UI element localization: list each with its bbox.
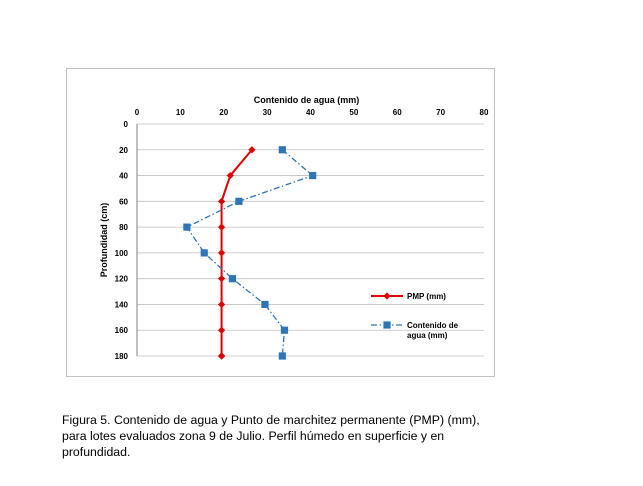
data-point-marker bbox=[217, 275, 226, 283]
caption-line: Figura 5. Contenido de agua y Punto de m… bbox=[62, 413, 480, 427]
data-point-marker bbox=[217, 249, 226, 257]
x-tick-label: 70 bbox=[436, 108, 445, 117]
y-tick-label: 100 bbox=[115, 249, 129, 258]
y-axis-title: Profundidad (cm) bbox=[99, 203, 109, 278]
y-tick-label: 20 bbox=[119, 146, 128, 155]
data-point-marker bbox=[217, 300, 226, 309]
data-point-marker bbox=[278, 146, 286, 154]
y-tick-label: 40 bbox=[119, 172, 128, 181]
chart-svg: 0 10 20 30 40 50 60 70 80 0 20 40 60 80 100 120 140 160 18… bbox=[99, 95, 489, 361]
data-point-marker bbox=[278, 352, 286, 360]
y-tick-label: 160 bbox=[115, 326, 129, 335]
data-point-marker bbox=[235, 197, 243, 205]
legend-label-pmp: PMP (mm) bbox=[407, 292, 446, 301]
legend-marker-pmp bbox=[383, 292, 391, 300]
x-axis-title: Contenido de agua (mm) bbox=[254, 95, 360, 105]
data-point-marker bbox=[309, 171, 317, 180]
y-tick-label: 120 bbox=[115, 275, 129, 284]
data-point-marker bbox=[217, 352, 226, 360]
data-point-marker bbox=[217, 223, 226, 231]
y-tick-label: 0 bbox=[124, 120, 129, 129]
x-tick-label: 0 bbox=[135, 108, 140, 117]
y-tick-label: 180 bbox=[115, 352, 129, 361]
x-tick-label: 80 bbox=[480, 108, 489, 117]
y-tick-label: 80 bbox=[119, 223, 128, 232]
y-tick-label: 60 bbox=[119, 197, 128, 206]
caption-line: para lotes evaluados zona 9 de Julio. Pe… bbox=[62, 429, 445, 443]
data-point-marker bbox=[248, 146, 256, 154]
series-line-2 bbox=[185, 149, 314, 357]
data-point-marker bbox=[200, 249, 208, 257]
chart-frame: 0 10 20 30 40 50 60 70 80 0 20 40 60 80 100 120 140 160 18… bbox=[66, 68, 495, 377]
data-point-marker bbox=[261, 300, 269, 309]
caption-line: profundidad. bbox=[62, 445, 131, 459]
x-tick-label: 20 bbox=[219, 108, 228, 117]
data-point-marker bbox=[228, 275, 237, 283]
data-point-marker bbox=[217, 197, 226, 205]
data-point-marker bbox=[183, 223, 191, 231]
x-tick-label: 50 bbox=[349, 108, 358, 117]
legend-marker-contenido bbox=[383, 321, 391, 329]
y-tick-label: 140 bbox=[115, 300, 129, 309]
x-tick-label: 40 bbox=[306, 108, 315, 117]
legend-label-contenido: Contenido de bbox=[407, 321, 459, 330]
legend-label-contenido: agua (mm) bbox=[407, 331, 448, 340]
x-tick-label: 10 bbox=[176, 108, 185, 117]
data-point-marker bbox=[217, 326, 226, 334]
x-tick-label: 30 bbox=[263, 108, 272, 117]
figure-caption: Figura 5. Contenido de agua y Punto de m… bbox=[62, 412, 582, 460]
data-point-marker bbox=[280, 326, 289, 334]
x-tick-label: 60 bbox=[393, 108, 402, 117]
